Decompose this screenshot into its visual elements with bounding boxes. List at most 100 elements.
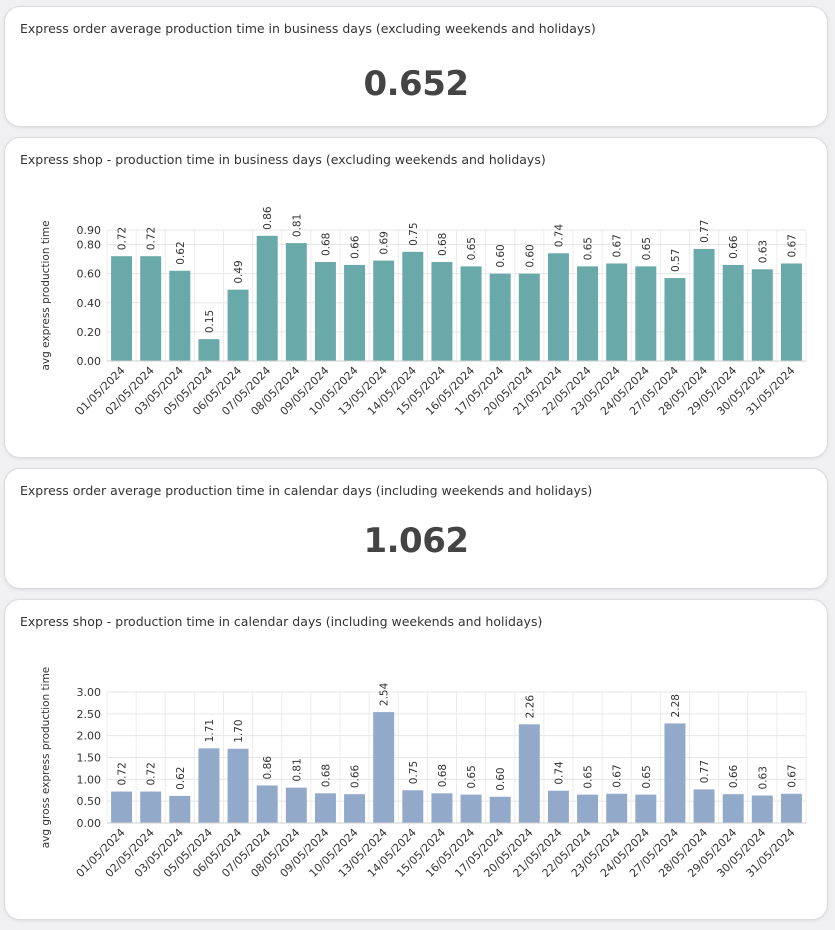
bar-value-label: 0.72 bbox=[117, 762, 129, 785]
bar[interactable] bbox=[489, 273, 511, 361]
bar[interactable] bbox=[460, 794, 482, 823]
chart-title: Express shop - production time in busine… bbox=[20, 152, 546, 167]
kpi-value: 1.062 bbox=[363, 521, 469, 561]
bar[interactable] bbox=[373, 260, 395, 361]
bar[interactable] bbox=[547, 790, 569, 823]
bar[interactable] bbox=[518, 273, 540, 361]
bar[interactable] bbox=[344, 264, 366, 361]
y-tick-label: 0.60 bbox=[77, 268, 102, 281]
bar[interactable] bbox=[751, 269, 773, 361]
bar[interactable] bbox=[577, 794, 599, 823]
bar-value-label: 0.60 bbox=[495, 244, 507, 267]
bar-value-label: 0.66 bbox=[728, 235, 740, 259]
y-tick-label: 2.50 bbox=[77, 708, 102, 721]
bar[interactable] bbox=[606, 793, 628, 823]
bar[interactable] bbox=[722, 794, 744, 823]
y-tick-label: 3.00 bbox=[77, 686, 102, 699]
bar[interactable] bbox=[693, 248, 715, 361]
bar[interactable] bbox=[751, 795, 773, 823]
bar-value-label: 1.70 bbox=[233, 719, 245, 742]
bar[interactable] bbox=[577, 266, 599, 361]
bar[interactable] bbox=[693, 789, 715, 823]
bar-value-label: 0.68 bbox=[320, 233, 332, 256]
bar-value-label: 0.68 bbox=[320, 764, 332, 787]
bar-chart-business-days: 0.00 0.20 0.40 0.60 0.80 0.90 avg express prod… bbox=[40, 206, 807, 418]
bar[interactable] bbox=[140, 791, 162, 823]
kpi-title: Express order average production time in… bbox=[20, 483, 593, 498]
bar-value-label: 0.81 bbox=[291, 214, 303, 237]
bar-value-label: 0.75 bbox=[408, 222, 420, 245]
bar-value-label: 0.74 bbox=[553, 224, 565, 248]
bar[interactable] bbox=[402, 790, 424, 823]
bar-value-label: 0.67 bbox=[786, 234, 798, 257]
bar-chart-calendar-days: 0.00 0.50 1.00 1.50 2.00 2.50 3.00 avg gross ex… bbox=[40, 667, 807, 880]
bar[interactable] bbox=[169, 795, 191, 823]
bar-value-label: 0.86 bbox=[262, 756, 274, 780]
bar[interactable] bbox=[198, 748, 220, 823]
bar[interactable] bbox=[111, 256, 133, 361]
bar-value-label: 0.67 bbox=[612, 234, 624, 257]
bar-value-label: 0.65 bbox=[583, 765, 595, 788]
bar-value-label: 0.63 bbox=[757, 240, 769, 263]
bar[interactable] bbox=[431, 262, 453, 361]
bar[interactable] bbox=[402, 251, 424, 361]
bar[interactable] bbox=[664, 723, 686, 823]
bar[interactable] bbox=[547, 253, 569, 361]
bar-value-label: 0.65 bbox=[466, 237, 478, 260]
bar-value-label: 0.77 bbox=[699, 220, 711, 243]
bar-value-label: 0.65 bbox=[583, 237, 595, 260]
bar[interactable] bbox=[722, 264, 744, 361]
bar[interactable] bbox=[518, 724, 540, 823]
y-tick-label: 0.50 bbox=[77, 795, 102, 808]
bar[interactable] bbox=[169, 270, 191, 361]
bar[interactable] bbox=[606, 263, 628, 361]
chart-title: Express shop - production time in calend… bbox=[20, 614, 543, 629]
bar-value-label: 0.67 bbox=[612, 764, 624, 787]
bar[interactable] bbox=[344, 794, 366, 823]
bar[interactable] bbox=[140, 256, 162, 361]
chart-card-calendar-days: Express shop - production time in calend… bbox=[4, 599, 828, 920]
bar-value-label: 0.67 bbox=[786, 764, 798, 787]
bar-value-label: 2.26 bbox=[524, 695, 536, 719]
bar[interactable] bbox=[285, 243, 307, 361]
y-tick-label: 0.40 bbox=[77, 297, 102, 310]
bar-value-label: 0.66 bbox=[350, 764, 362, 788]
y-tick-label: 0.00 bbox=[77, 355, 102, 368]
bar-value-label: 0.72 bbox=[146, 227, 158, 250]
bar[interactable] bbox=[780, 263, 802, 361]
bar[interactable] bbox=[664, 278, 686, 361]
bar[interactable] bbox=[489, 796, 511, 823]
bar[interactable] bbox=[227, 289, 249, 361]
bar[interactable] bbox=[460, 266, 482, 361]
bar[interactable] bbox=[227, 748, 249, 823]
bar-value-label: 0.72 bbox=[146, 762, 158, 785]
bar-value-label: 0.68 bbox=[437, 233, 449, 256]
bar-value-label: 0.65 bbox=[641, 765, 653, 788]
bar-value-label: 0.65 bbox=[641, 237, 653, 260]
bar[interactable] bbox=[780, 793, 802, 823]
bar-value-label: 0.49 bbox=[233, 260, 245, 283]
bar-value-label: 0.57 bbox=[670, 249, 682, 272]
bar-value-label: 0.72 bbox=[117, 227, 129, 250]
bar-value-label: 0.75 bbox=[408, 761, 420, 784]
bar[interactable] bbox=[314, 793, 336, 823]
y-tick-label: 1.00 bbox=[77, 773, 102, 786]
bar-value-label: 0.86 bbox=[262, 206, 274, 230]
bar[interactable] bbox=[256, 235, 278, 361]
bar-value-label: 0.15 bbox=[204, 310, 216, 333]
bar[interactable] bbox=[314, 262, 336, 361]
bar-value-label: 0.69 bbox=[379, 231, 391, 254]
bar[interactable] bbox=[431, 793, 453, 823]
bar[interactable] bbox=[198, 339, 220, 361]
y-tick-label: 2.00 bbox=[77, 730, 102, 743]
bar[interactable] bbox=[256, 785, 278, 823]
kpi-card-calendar-days: Express order average production time in… bbox=[4, 468, 828, 589]
bar[interactable] bbox=[635, 266, 657, 361]
bar[interactable] bbox=[635, 794, 657, 823]
bar[interactable] bbox=[373, 712, 395, 823]
bar[interactable] bbox=[111, 791, 133, 823]
kpi-value: 0.652 bbox=[363, 64, 469, 104]
bar[interactable] bbox=[285, 787, 307, 823]
kpi-title: Express order average production time in… bbox=[20, 21, 596, 36]
y-tick-label: 0.80 bbox=[77, 239, 102, 252]
